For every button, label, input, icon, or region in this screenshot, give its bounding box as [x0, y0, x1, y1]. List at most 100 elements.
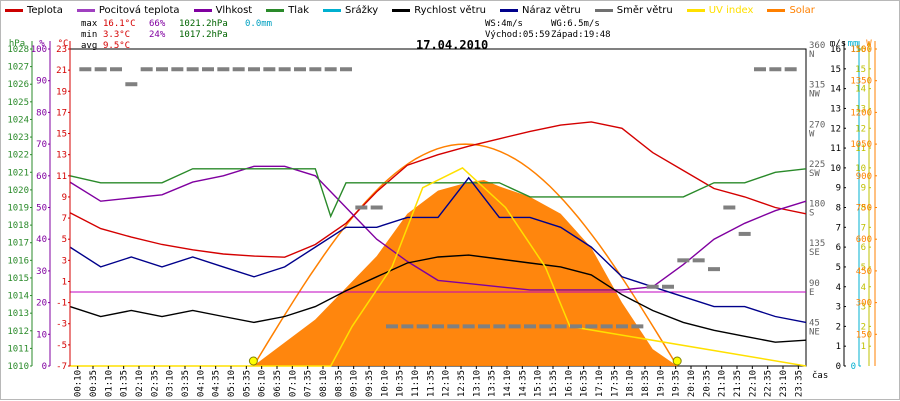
- axis-direction-compass-label: W: [809, 129, 815, 139]
- wind-direction-mark: [401, 324, 414, 329]
- axis-temperature-tick-label: -1: [56, 299, 67, 309]
- axis-temperature-tick-label: -7: [56, 362, 67, 372]
- stats-table: max 16.1°C 66% 1021.2hPa 0.0mm min 3.3°C…: [81, 19, 272, 52]
- axis-humidity-tick-label: 50: [36, 204, 47, 214]
- stats-min-pressure: 1017.2hPa: [179, 30, 228, 40]
- wind-direction-mark: [171, 67, 184, 72]
- series-pressure-line: [69, 168, 807, 219]
- wind-direction-mark: [646, 284, 659, 289]
- legend-swatch-feels-like: [76, 8, 95, 12]
- wind-info-row-2: Východ:05:59 Západ:19:48: [485, 30, 611, 41]
- axis-temperature-tick-label: 17: [56, 108, 67, 118]
- x-axis-tick-label: 18:35: [641, 370, 651, 397]
- axis-direction-compass-label: NE: [809, 327, 820, 337]
- axis-pressure-tick-label: 1012: [7, 327, 29, 337]
- axis-wind-speed-tick-label: 11: [830, 144, 841, 154]
- x-axis-tick-label: 08:35: [334, 370, 344, 397]
- wind-direction-mark: [94, 67, 107, 72]
- wind-direction-mark: [386, 324, 398, 329]
- legend-swatch-uv: [686, 8, 705, 12]
- x-axis-tick-label: 11:10: [411, 370, 421, 397]
- axis-temperature-tick-label: 21: [56, 66, 67, 76]
- wind-direction-mark: [677, 258, 690, 263]
- x-axis-tick-label: 02:35: [150, 370, 160, 397]
- axis-pressure-tick-label: 1027: [7, 63, 29, 73]
- x-axis-title: čas: [812, 370, 828, 381]
- wind-direction-mark: [340, 67, 352, 72]
- axis-direction-tick-label: 90: [809, 279, 820, 289]
- x-axis-tick-label: 10:35: [396, 370, 406, 397]
- axis-temperature-tick-label: 23: [56, 45, 67, 55]
- axis-direction-compass-label: SW: [809, 169, 820, 179]
- wind-direction-mark: [493, 324, 506, 329]
- x-axis-tick-label: 15:10: [534, 370, 544, 397]
- series-uv-line: [70, 166, 807, 367]
- x-axis-tick-label: 17:10: [595, 370, 605, 397]
- legend-item-temperature: Teplota: [5, 3, 63, 17]
- axis-direction-tick-label: 135: [809, 239, 825, 249]
- wind-direction-mark: [432, 324, 444, 329]
- wind-direction-mark: [600, 324, 613, 329]
- axis-wind-speed-tick-label: 13: [830, 104, 841, 114]
- axis-pressure-tick-label: 1021: [7, 168, 29, 178]
- solar-theoretical-curve: [252, 143, 678, 367]
- wind-direction-mark: [156, 67, 168, 72]
- axis-pressure-tick-label: 1026: [7, 80, 29, 90]
- axis-temperature-tick-label: 3: [62, 256, 67, 266]
- wind-direction-mark: [662, 284, 674, 289]
- legend-label-feels-like: Pocitová teplota: [98, 4, 180, 16]
- axis-wind-speed-tick-label: 16: [830, 45, 841, 55]
- stats-row-avg: avg 9.5°C: [81, 41, 272, 52]
- axis-temperature-tick-label: 7: [62, 214, 67, 224]
- x-axis-tick-label: 14:10: [503, 370, 513, 397]
- legend-item-wind-speed: Rychlost větru: [392, 3, 486, 17]
- x-axis-tick-label: 21:10: [718, 370, 728, 397]
- wind-direction-mark: [447, 324, 460, 329]
- axis-solar-tick-label: 300: [856, 299, 872, 309]
- axis-wind-speed-tick-label: 12: [830, 124, 841, 134]
- axis-pressure-tick-label: 1020: [7, 186, 29, 196]
- axis-wind-speed-tick-label: 10: [830, 164, 841, 174]
- axis-direction-compass-label: E: [809, 288, 814, 298]
- axis-solar-tick-label: 750: [856, 204, 872, 214]
- wind-direction-mark: [79, 67, 92, 72]
- stats-row-min: min 3.3°C 24% 1017.2hPa: [81, 30, 272, 41]
- legend-label-wind-dir: Směr větru: [616, 4, 673, 16]
- axis-humidity-tick-label: 70: [36, 140, 47, 150]
- x-axis-tick-label: 05:10: [227, 370, 237, 397]
- axis-wind-speed-tick-label: 2: [836, 322, 841, 332]
- axis-wind-speed-tick-label: 6: [836, 243, 841, 253]
- legend-swatch-gust: [500, 8, 519, 12]
- wind-speed-avg: WS:4m/s: [485, 19, 523, 29]
- axis-pressure-tick-label: 1025: [7, 98, 29, 108]
- x-axis-tick-label: 15:35: [549, 370, 559, 397]
- wind-direction-mark: [370, 205, 383, 210]
- legend-swatch-pressure: [266, 8, 285, 12]
- x-axis-tick-label: 00:35: [89, 370, 99, 397]
- axis-humidity-tick-label: 0: [42, 362, 47, 372]
- wind-direction-mark: [708, 267, 720, 272]
- x-axis-tick-label: 19:35: [672, 370, 682, 397]
- axis-pressure-tick-label: 1023: [7, 133, 29, 143]
- x-axis-tick-label: 23:10: [779, 370, 789, 397]
- axis-humidity-tick-label: 100: [31, 45, 47, 55]
- wind-direction-mark: [754, 67, 766, 72]
- stats-max-temp: 16.1°C: [103, 19, 136, 29]
- x-axis-tick-label: 03:10: [166, 370, 176, 397]
- wind-direction-mark: [202, 67, 214, 72]
- axis-pressure-tick-label: 1028: [7, 45, 29, 55]
- stats-row-max: max 16.1°C 66% 1021.2hPa 0.0mm: [81, 19, 272, 30]
- axis-wind-speed-tick-label: 8: [836, 204, 841, 214]
- wind-direction-mark: [570, 324, 582, 329]
- x-axis-tick-label: 16:35: [580, 370, 590, 397]
- x-axis-tick-label: 12:35: [457, 370, 467, 397]
- legend-item-gust: Náraz větru: [500, 3, 581, 17]
- x-axis-tick-label: 20:35: [702, 370, 712, 397]
- legend-label-wind-speed: Rychlost větru: [414, 4, 487, 16]
- wind-direction-mark: [616, 324, 628, 329]
- axis-wind-speed-tick-label: 1: [836, 342, 841, 352]
- x-axis-tick-label: 07:35: [304, 370, 314, 397]
- axis-direction-tick-label: 45: [809, 318, 820, 328]
- axis-rain-tick-label: 1: [851, 45, 856, 55]
- legend-label-rain: Srážky: [345, 4, 379, 16]
